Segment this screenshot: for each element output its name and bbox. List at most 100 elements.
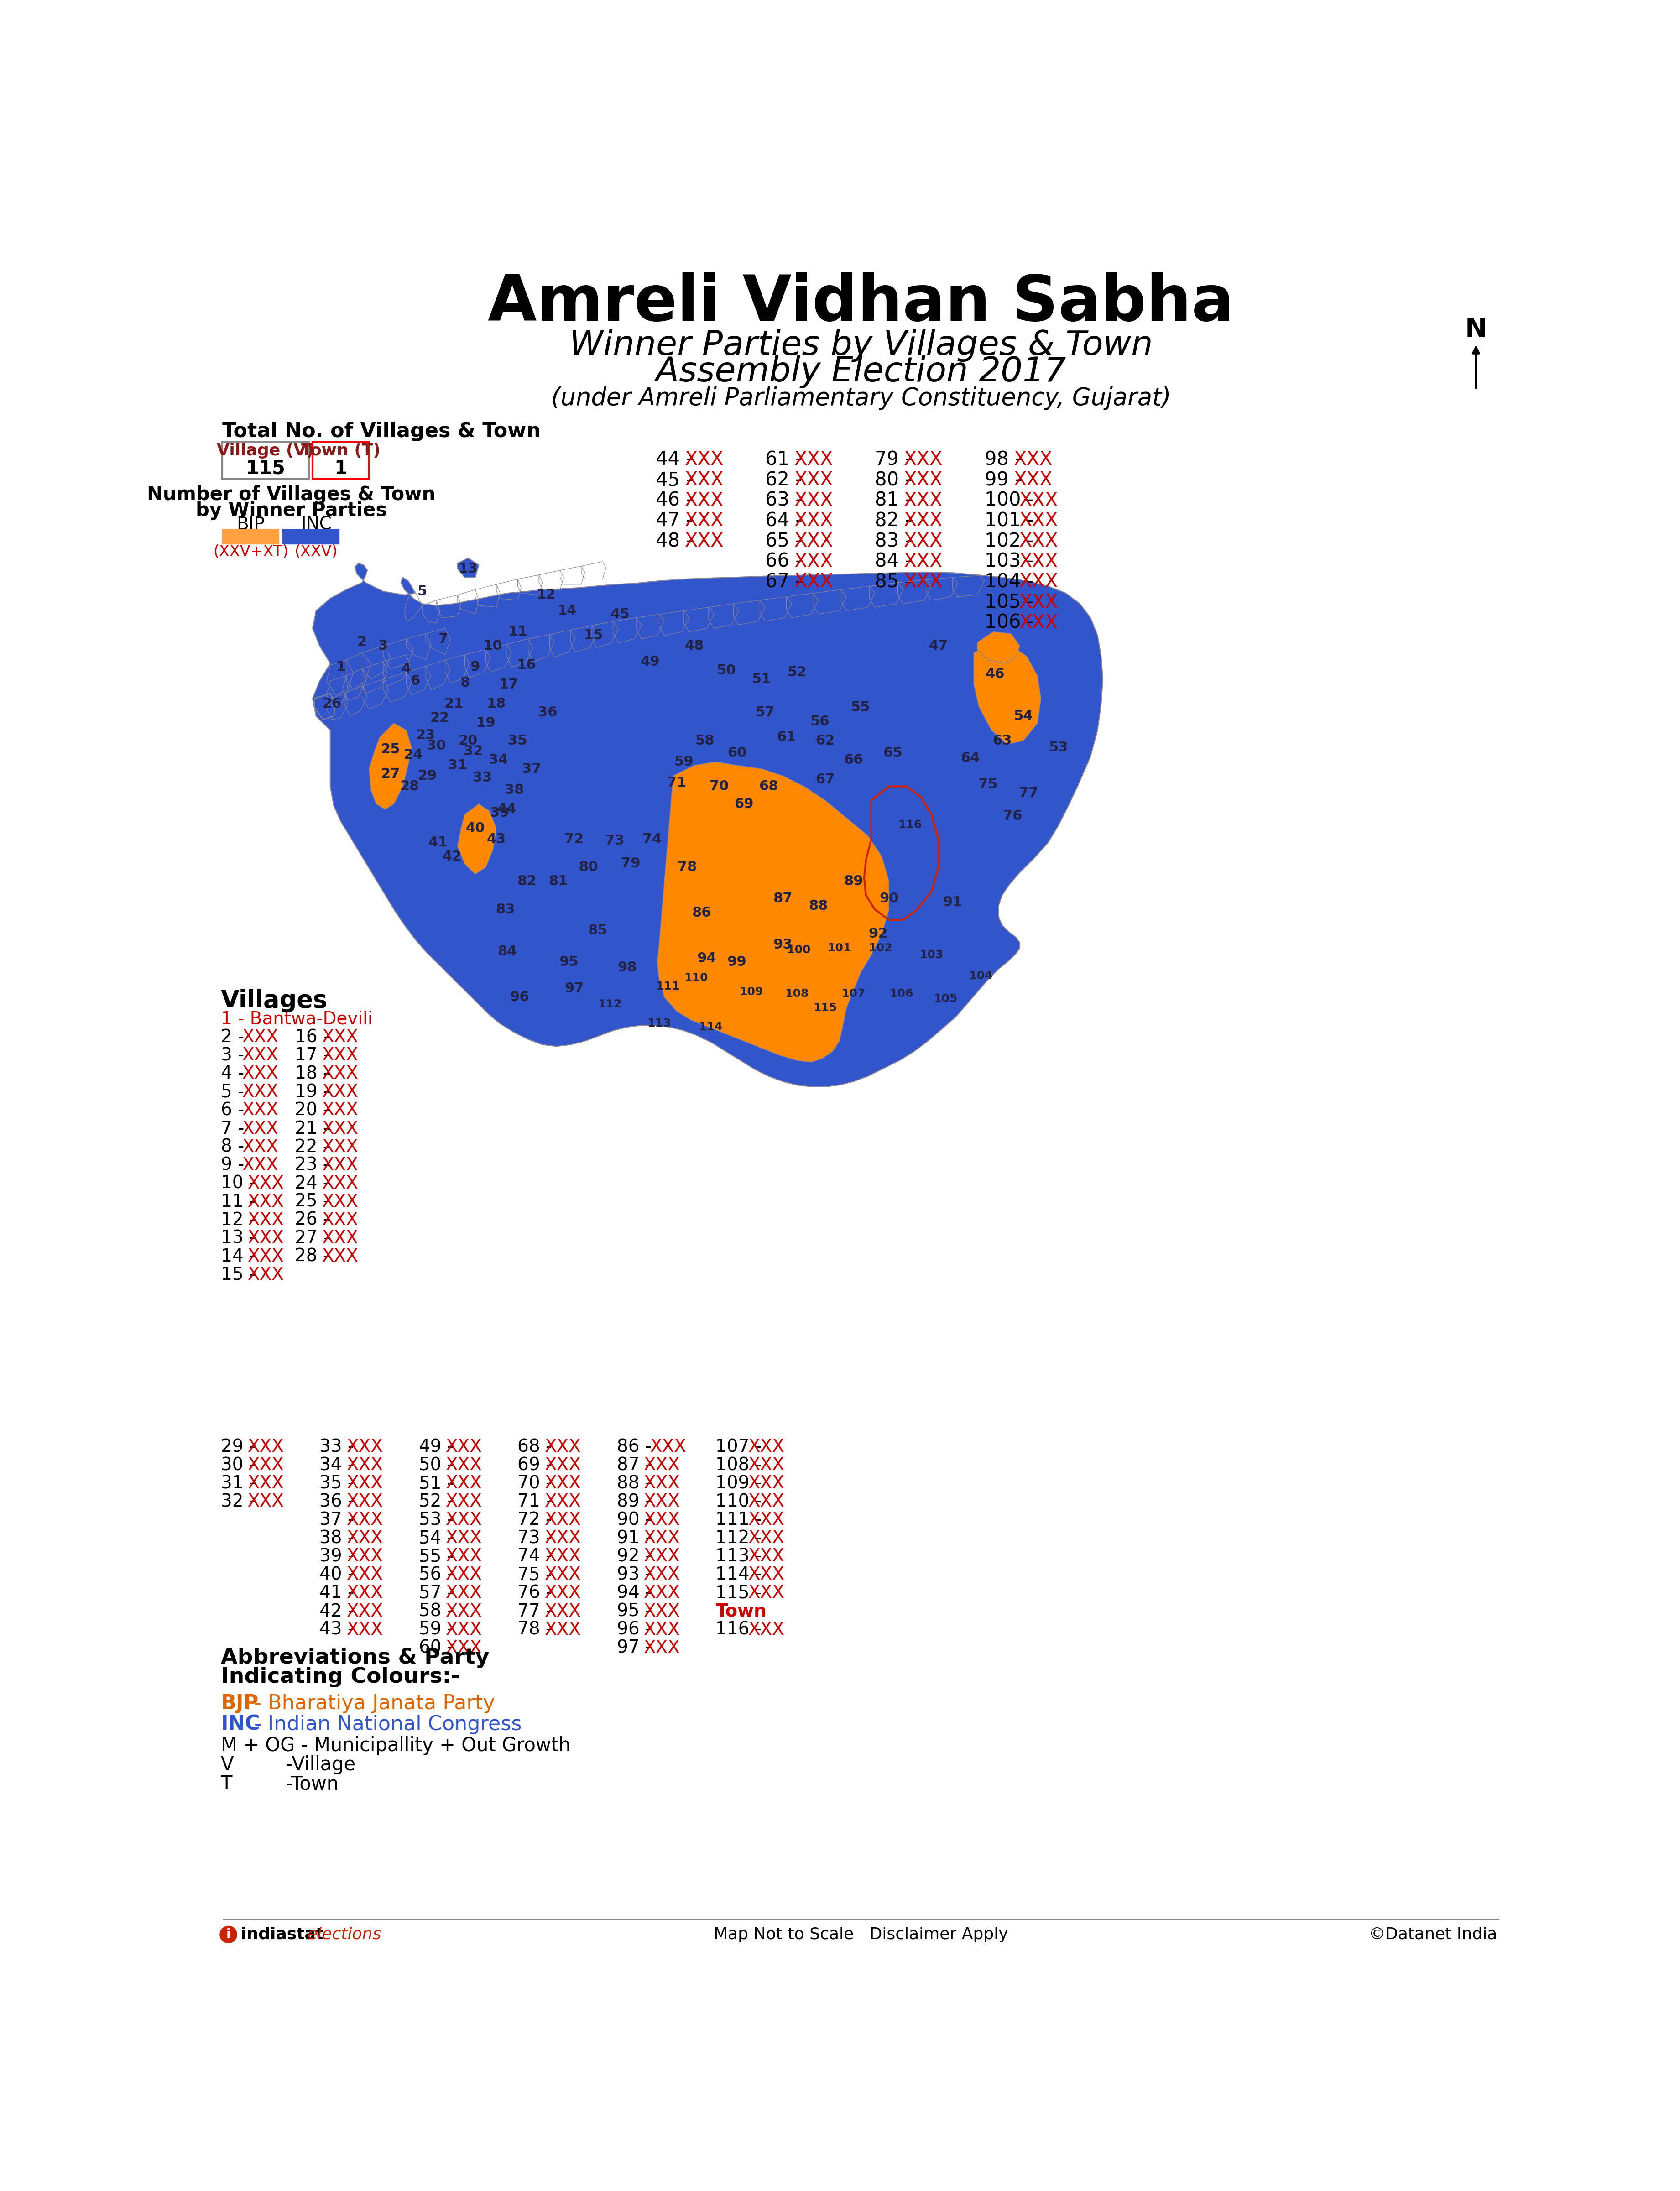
Text: XXX: XXX	[323, 1028, 358, 1045]
Text: 73: 73	[605, 835, 625, 848]
Text: XXX: XXX	[323, 1065, 358, 1082]
Text: 32: 32	[464, 745, 484, 758]
Text: 65: 65	[882, 747, 902, 760]
Text: XXX: XXX	[544, 1584, 581, 1602]
Text: 7 -: 7 -	[220, 1120, 250, 1137]
Text: 95: 95	[559, 955, 578, 968]
Polygon shape	[657, 762, 889, 1063]
Text: 27 -: 27 -	[296, 1229, 336, 1247]
Text: 93: 93	[773, 938, 793, 951]
Text: XXX: XXX	[323, 1102, 358, 1120]
Text: 64 -: 64 -	[764, 511, 808, 530]
Text: 22 -: 22 -	[296, 1137, 334, 1155]
Text: 28 -: 28 -	[296, 1249, 334, 1264]
Text: 4: 4	[402, 662, 412, 675]
Text: Indicating Colours:-: Indicating Colours:-	[220, 1667, 460, 1687]
Text: 105 -: 105 -	[984, 594, 1040, 611]
Polygon shape	[370, 723, 412, 808]
Text: XXX: XXX	[1013, 449, 1053, 469]
Text: 114 -: 114 -	[716, 1567, 768, 1584]
Text: XXX: XXX	[445, 1512, 482, 1529]
Text: 80: 80	[578, 861, 598, 874]
Polygon shape	[312, 563, 1102, 1087]
Text: 97: 97	[564, 982, 585, 995]
Text: BJP: BJP	[220, 1694, 259, 1713]
Text: 102: 102	[869, 942, 892, 953]
Text: XXX: XXX	[1020, 511, 1058, 530]
Text: XXX: XXX	[323, 1249, 358, 1264]
Text: 39: 39	[491, 806, 509, 819]
Text: 41: 41	[428, 837, 449, 850]
Text: 71: 71	[667, 776, 687, 789]
Text: XXX: XXX	[544, 1492, 581, 1510]
Text: 68: 68	[759, 780, 778, 793]
Text: XXX: XXX	[445, 1529, 482, 1547]
Text: Amreli Vidhan Sabha: Amreli Vidhan Sabha	[487, 272, 1235, 333]
Text: 37 -: 37 -	[319, 1512, 360, 1529]
Text: 49: 49	[640, 655, 660, 668]
Text: 99 -: 99 -	[984, 471, 1028, 489]
Text: 33 -: 33 -	[319, 1437, 360, 1455]
Text: 15: 15	[585, 629, 603, 642]
Text: XXX: XXX	[748, 1584, 785, 1602]
Bar	[222, 530, 279, 543]
Text: 61 -: 61 -	[764, 449, 808, 469]
Text: 27: 27	[381, 767, 400, 780]
Text: XXX: XXX	[685, 491, 724, 511]
Text: 91 -: 91 -	[617, 1529, 657, 1547]
Text: - Indian National Congress: - Indian National Congress	[254, 1716, 522, 1735]
Text: XXX: XXX	[904, 491, 942, 511]
Polygon shape	[978, 631, 1020, 664]
Text: XXX: XXX	[748, 1475, 785, 1492]
Text: 76 -: 76 -	[517, 1584, 558, 1602]
Text: XXX: XXX	[1020, 572, 1058, 592]
Text: XXX: XXX	[544, 1567, 581, 1584]
Text: XXX: XXX	[544, 1437, 581, 1455]
Text: 82: 82	[517, 874, 536, 887]
Text: 15 -: 15 -	[220, 1266, 260, 1284]
Text: 81 -: 81 -	[875, 491, 917, 511]
Text: 101: 101	[828, 942, 852, 953]
Text: 17: 17	[499, 677, 519, 690]
Text: XXX: XXX	[795, 552, 833, 572]
Text: XXX: XXX	[346, 1492, 383, 1510]
Polygon shape	[974, 642, 1042, 745]
Text: Map Not to Scale   Disclaimer Apply: Map Not to Scale Disclaimer Apply	[714, 1926, 1008, 1941]
Text: 18 -: 18 -	[296, 1065, 336, 1082]
Text: 49 -: 49 -	[418, 1437, 459, 1455]
Text: INC: INC	[301, 517, 331, 532]
Text: XXX: XXX	[904, 449, 942, 469]
Text: indiastat: indiastat	[242, 1926, 324, 1941]
Text: 103: 103	[919, 949, 942, 960]
FancyBboxPatch shape	[222, 443, 309, 480]
Text: 20 -: 20 -	[296, 1102, 334, 1120]
Text: (XXV+XT): (XXV+XT)	[213, 543, 289, 559]
Text: 2 -: 2 -	[220, 1028, 250, 1045]
Text: 48: 48	[685, 640, 704, 653]
Text: 88: 88	[808, 898, 828, 911]
Text: 55 -: 55 -	[418, 1547, 459, 1564]
Text: 96 -: 96 -	[617, 1621, 657, 1639]
Text: 38: 38	[504, 784, 524, 798]
Text: 25 -: 25 -	[296, 1192, 334, 1209]
Text: 66 -: 66 -	[764, 552, 808, 572]
Text: XXX: XXX	[544, 1457, 581, 1475]
Text: BJP: BJP	[237, 517, 265, 532]
Text: 70: 70	[709, 780, 729, 793]
Text: 76: 76	[1003, 811, 1023, 824]
Text: 57: 57	[756, 706, 774, 719]
Text: 11 -: 11 -	[220, 1192, 260, 1209]
Text: 16 -: 16 -	[296, 1028, 336, 1045]
Text: XXX: XXX	[748, 1437, 785, 1455]
Text: 58 -: 58 -	[418, 1602, 459, 1619]
Text: 40 -: 40 -	[319, 1567, 360, 1584]
Text: 52 -: 52 -	[418, 1492, 459, 1510]
Text: XXX: XXX	[346, 1584, 383, 1602]
Text: 25: 25	[381, 743, 400, 756]
Text: 108: 108	[785, 988, 810, 999]
Text: 62 -: 62 -	[764, 471, 808, 489]
Text: XXX: XXX	[323, 1137, 358, 1155]
Text: 46: 46	[986, 668, 1005, 681]
Text: 82 -: 82 -	[875, 511, 917, 530]
Text: 6 -: 6 -	[220, 1102, 250, 1120]
